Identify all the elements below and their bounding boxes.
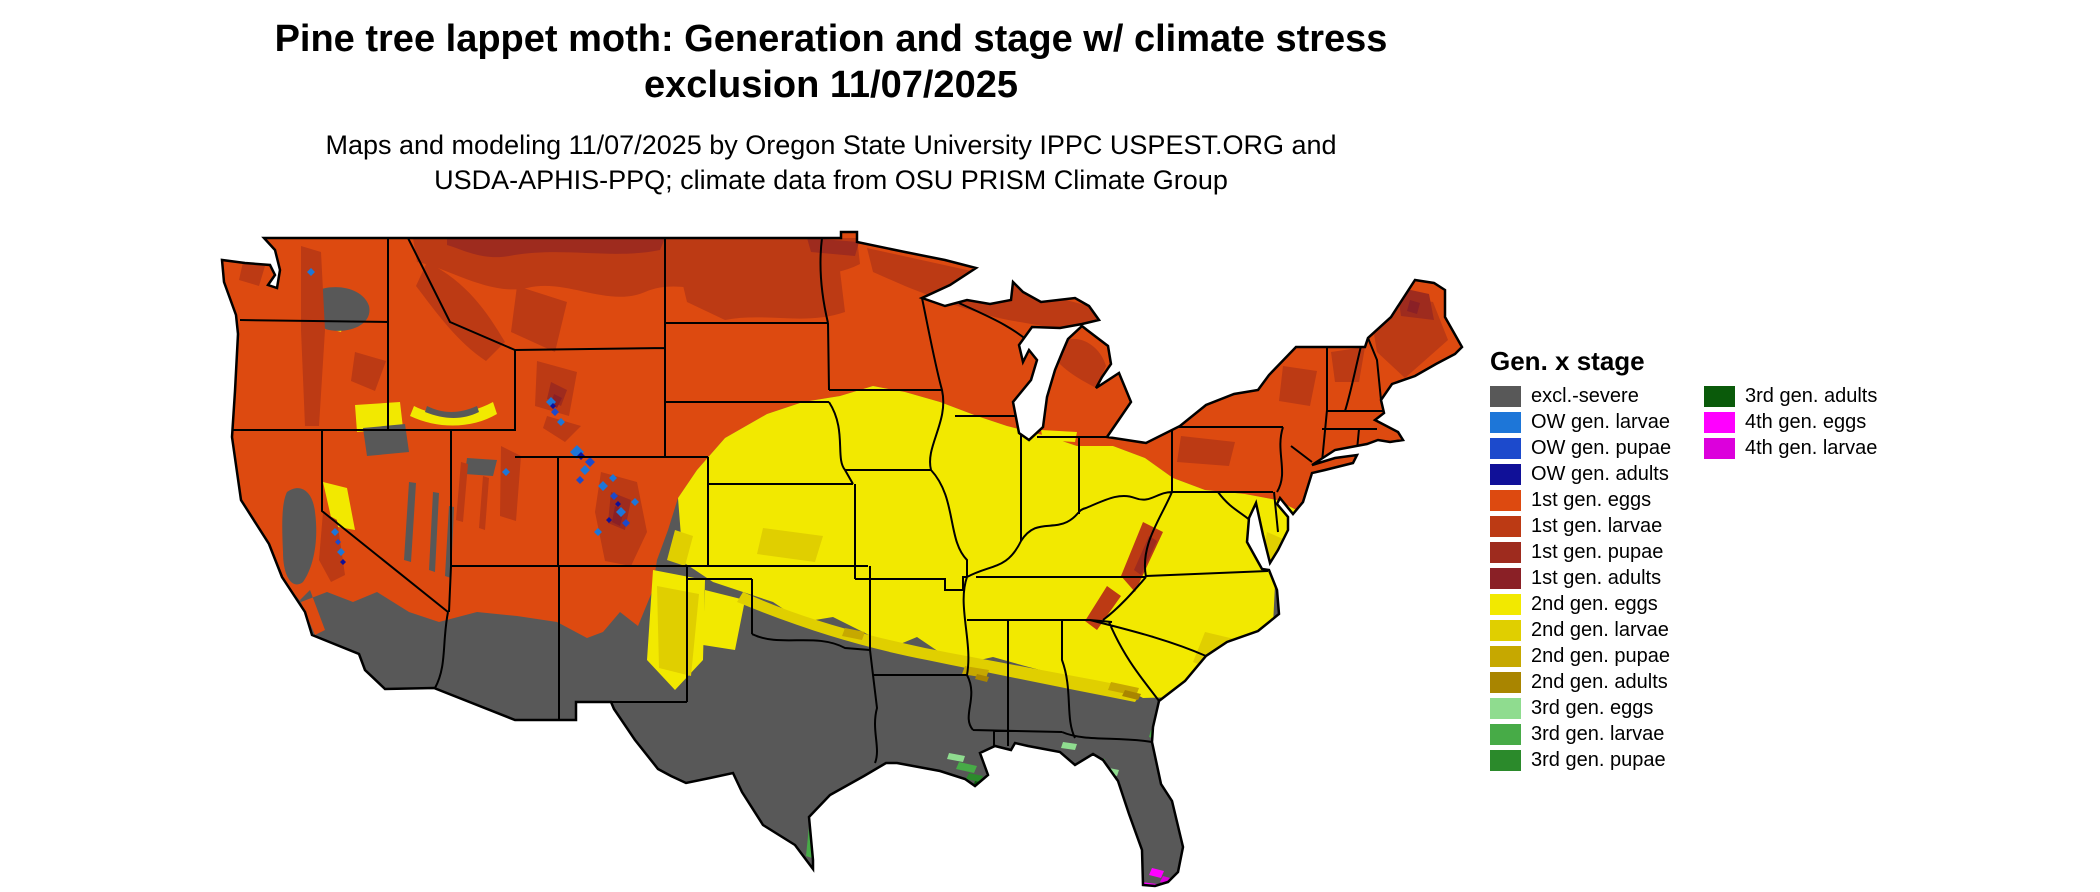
- region-2nd-gen-eggs: [323, 316, 1320, 698]
- legend-item: 3rd gen. eggs: [1490, 695, 1671, 721]
- us-outline: [220, 230, 1464, 888]
- legend-item: 1st gen. eggs: [1490, 487, 1671, 513]
- legend-item: 2nd gen. pupae: [1490, 643, 1671, 669]
- legend-title: Gen. x stage: [1490, 346, 1645, 376]
- legend-swatch: [1490, 697, 1521, 719]
- legend-swatch: [1490, 515, 1521, 537]
- legend-swatch: [1490, 385, 1521, 407]
- legend-swatch: [1490, 437, 1521, 459]
- page-subtitle: Maps and modeling 11/07/2025 by Oregon S…: [150, 128, 1512, 198]
- legend-item-label: 1st gen. adults: [1531, 566, 1662, 589]
- legend-swatch: [1490, 749, 1521, 771]
- legend-item: 4th gen. eggs: [1704, 409, 1877, 435]
- legend-item: 1st gen. pupae: [1490, 539, 1671, 565]
- legend-item: 1st gen. larvae: [1490, 513, 1671, 539]
- legend-swatch: [1704, 411, 1735, 433]
- title-line-1: Pine tree lappet moth: Generation and st…: [274, 18, 1388, 60]
- us-phenology-map: [220, 230, 1464, 888]
- legend-item: 1st gen. adults: [1490, 565, 1671, 591]
- title-line-2: exclusion 11/07/2025: [644, 64, 1018, 106]
- legend-item: 3rd gen. pupae: [1490, 747, 1671, 773]
- legend-item-label: 4th gen. eggs: [1745, 410, 1867, 433]
- legend-item-label: 3rd gen. adults: [1745, 384, 1878, 407]
- legend-item: 3rd gen. adults: [1704, 383, 1877, 409]
- legend-swatch: [1490, 671, 1521, 693]
- legend-item-label: OW gen. larvae: [1531, 410, 1670, 433]
- legend-swatch: [1704, 385, 1735, 407]
- legend-item: 2nd gen. eggs: [1490, 591, 1671, 617]
- legend-swatch: [1490, 593, 1521, 615]
- region-1st-gen-larvae: [239, 238, 1448, 630]
- region-4th-gen-eggs: [1139, 868, 1164, 886]
- legend-swatch: [1490, 463, 1521, 485]
- legend-item-label: excl.-severe: [1531, 384, 1639, 407]
- legend-swatch: [1490, 489, 1521, 511]
- legend-item-label: 3rd gen. pupae: [1531, 748, 1666, 771]
- legend-item: 4th gen. larvae: [1704, 435, 1877, 461]
- header: Pine tree lappet moth: Generation and st…: [150, 16, 1512, 198]
- map-fill-layers: [222, 232, 1462, 886]
- legend-swatch: [1490, 645, 1521, 667]
- legend-item: 2nd gen. adults: [1490, 669, 1671, 695]
- page-title: Pine tree lappet moth: Generation and st…: [150, 16, 1512, 108]
- legend-item-label: 2nd gen. larvae: [1531, 618, 1669, 641]
- legend-item-label: 1st gen. pupae: [1531, 540, 1664, 563]
- legend-swatch: [1490, 723, 1521, 745]
- region-excl-west-basins: [282, 287, 497, 585]
- legend-item: OW gen. larvae: [1490, 409, 1671, 435]
- legend-item-label: OW gen. pupae: [1531, 436, 1672, 459]
- legend-swatch: [1490, 541, 1521, 563]
- legend-item-label: 2nd gen. adults: [1531, 670, 1668, 693]
- legend-item-label: 2nd gen. eggs: [1531, 592, 1658, 615]
- legend-column-1: excl.-severe OW gen. larvae OW gen. pupa…: [1490, 383, 1671, 773]
- legend-swatch: [1490, 567, 1521, 589]
- legend-column-2: 3rd gen. adults 4th gen. eggs 4th gen. l…: [1704, 383, 1877, 461]
- legend-item-label: 3rd gen. larvae: [1531, 722, 1665, 745]
- legend-swatch: [1490, 411, 1521, 433]
- legend-item-label: 1st gen. larvae: [1531, 514, 1663, 537]
- legend-item: 2nd gen. larvae: [1490, 617, 1671, 643]
- legend-item-label: OW gen. adults: [1531, 462, 1669, 485]
- region-2nd-gen-larvae: [657, 528, 1290, 702]
- legend-swatch: [1704, 437, 1735, 459]
- legend-item-label: 2nd gen. pupae: [1531, 644, 1671, 667]
- legend-swatch: [1490, 619, 1521, 641]
- legend-item: OW gen. pupae: [1490, 435, 1671, 461]
- legend-item: OW gen. adults: [1490, 461, 1671, 487]
- legend-item-label: 1st gen. eggs: [1531, 488, 1652, 511]
- legend-item: excl.-severe: [1490, 383, 1671, 409]
- state-boundaries: [230, 237, 1383, 764]
- legend-item: 3rd gen. larvae: [1490, 721, 1671, 747]
- subtitle-line-1: Maps and modeling 11/07/2025 by Oregon S…: [325, 130, 1337, 160]
- legend-item-label: 4th gen. larvae: [1745, 436, 1878, 459]
- legend-item-label: 3rd gen. eggs: [1531, 696, 1654, 719]
- subtitle-line-2: USDA-APHIS-PPQ; climate data from OSU PR…: [434, 165, 1228, 195]
